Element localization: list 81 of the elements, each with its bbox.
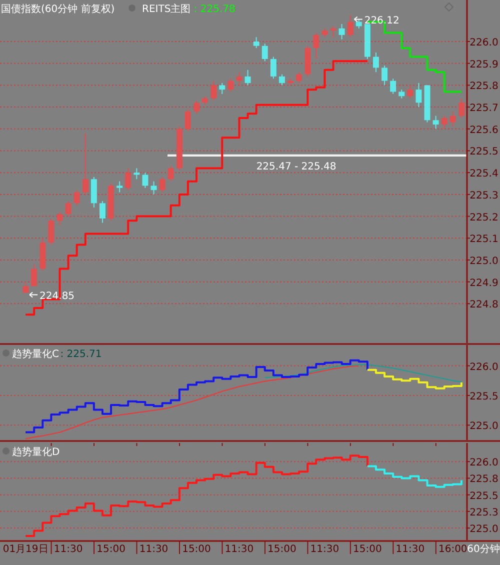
x-tick-label: 15:00: [268, 544, 296, 555]
candlestick: [65, 200, 72, 217]
annotation: : 225.78: [194, 4, 236, 15]
candlestick: [372, 52, 379, 73]
y-tick-label: 225.6: [470, 124, 498, 136]
candlestick: [31, 264, 38, 287]
y-tick-label: 225.2: [470, 212, 498, 224]
y-tick-label: 225.4: [470, 168, 498, 180]
candlestick: [228, 78, 234, 92]
y-tick-label: 225.5: [470, 146, 498, 158]
x-tick-label: 15:00: [182, 544, 211, 555]
y-tick-label: 225.0: [470, 524, 498, 536]
band-label: 225.47 - 225.48: [256, 161, 336, 172]
y-tick-label: 226.0: [470, 362, 498, 373]
candlestick: [432, 115, 439, 130]
chart-title: 国债指数(60分钟 前复权): [1, 3, 115, 15]
candlestick: [278, 74, 285, 86]
candlestick: [125, 168, 132, 191]
y-tick-label: 225.8: [470, 474, 498, 486]
y-tick-label: 226.0: [470, 458, 498, 469]
candlestick: [458, 98, 464, 118]
candlestick: [74, 190, 80, 206]
candlestick: [99, 200, 106, 224]
candlestick: [441, 115, 448, 130]
candlestick: [168, 166, 174, 182]
y-tick-label: 225.7: [470, 103, 498, 114]
y-tick-label: 225.5: [470, 391, 498, 402]
y-tick-label: 225.0: [470, 421, 498, 432]
x-tick-label: 11:30: [54, 544, 83, 555]
candlestick: [22, 281, 29, 294]
line-series: [264, 364, 462, 382]
candlestick: [134, 168, 140, 180]
y-tick-label: 225.0: [470, 256, 498, 267]
candlestick: [296, 72, 302, 84]
candlestick: [262, 43, 268, 62]
y-tick-label: 225.9: [470, 59, 498, 70]
candlestick: [270, 56, 276, 80]
candlestick: [313, 32, 320, 60]
candlestick: [253, 36, 260, 49]
candlestick: [416, 82, 422, 108]
text: 60分钟: [467, 543, 500, 555]
x-tick-label: 11:30: [224, 544, 254, 555]
candlestick: [159, 176, 166, 193]
x-tick-label: 11:30: [396, 544, 425, 555]
chart-title: 趋势量化D: [12, 446, 60, 458]
candlestick: [150, 180, 157, 195]
y-tick-label: 225.5: [470, 490, 498, 502]
y-tick-label: 224.9: [470, 278, 498, 289]
candlestick: [244, 69, 251, 86]
x-tick-label: 11:30: [310, 544, 340, 555]
candlestick: [82, 132, 88, 195]
y-tick-label: 226.0: [470, 38, 498, 49]
candlestick: [390, 78, 396, 94]
candlestick: [210, 80, 217, 101]
candlestick: [184, 108, 191, 132]
y-tick-label: 225.3: [470, 190, 498, 202]
chart-subtitle: REITS主图: [142, 3, 194, 15]
annotation: : 225.71: [60, 349, 102, 360]
candlestick: [236, 72, 242, 86]
x-tick-label: 15:00: [96, 544, 126, 555]
candlestick: [56, 211, 63, 226]
x-tick-label: 11:30: [139, 544, 168, 555]
candlestick: [382, 65, 388, 86]
y-tick-label: 225.3: [470, 507, 498, 518]
candlestick: [338, 24, 345, 40]
x-tick-label: 16:00: [438, 544, 468, 555]
candlestick: [407, 84, 414, 99]
y-tick-label: 225.1: [470, 234, 498, 246]
chart-title: 趋势量化C: [12, 348, 59, 360]
x-tick-label: 15:00: [353, 544, 382, 555]
x-tick-label: 01月19日: [2, 544, 48, 555]
candlestick: [142, 172, 148, 188]
y-tick-label: 225.8: [470, 81, 498, 92]
candlestick: [450, 110, 456, 128]
annotation: 226.12: [364, 15, 400, 26]
candlestick: [194, 100, 200, 114]
candlestick: [116, 180, 123, 193]
candlestick: [48, 218, 54, 246]
line-series: [24, 365, 360, 440]
candlestick: [219, 82, 226, 94]
y-tick-label: 224.8: [470, 300, 498, 311]
